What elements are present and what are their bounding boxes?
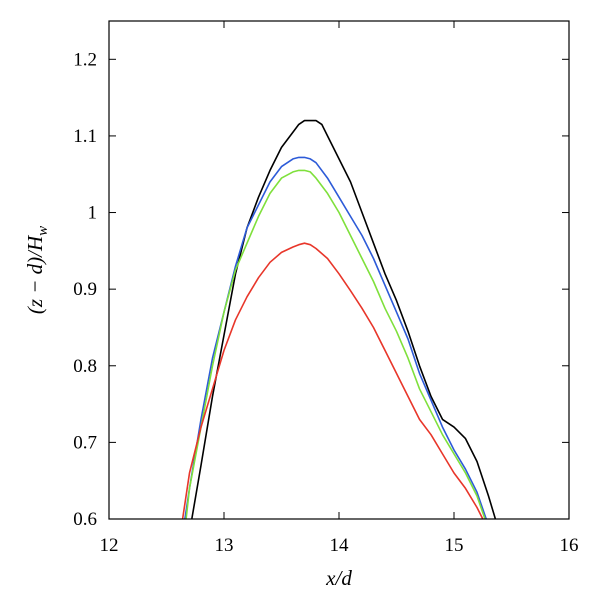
x-axis-label: x/d bbox=[325, 566, 352, 590]
y-tick-label: 0.6 bbox=[73, 509, 97, 530]
y-axis-label: (z − d)/Hw bbox=[23, 226, 51, 314]
series-line-4 bbox=[181, 242, 484, 520]
y-tick-label: 0.8 bbox=[73, 356, 97, 377]
y-axis: 0.6 0.7 0.8 0.9 1 1.1 1.2 bbox=[73, 49, 569, 530]
y-tick-label: 0.7 bbox=[73, 432, 97, 453]
y-tick-label: 1 bbox=[88, 203, 98, 224]
y-tick-label: 1.1 bbox=[73, 126, 97, 147]
x-tick-label: 12 bbox=[100, 535, 119, 556]
series-layer bbox=[181, 119, 497, 520]
series-line-3 bbox=[185, 169, 486, 520]
plot-background bbox=[109, 21, 569, 519]
x-axis: 12 13 14 15 16 bbox=[100, 21, 579, 556]
x-tick-label: 13 bbox=[215, 535, 234, 556]
x-tick-label: 16 bbox=[560, 535, 579, 556]
y-tick-label: 1.2 bbox=[73, 49, 97, 70]
x-tick-label: 15 bbox=[445, 535, 464, 556]
x-tick-label: 14 bbox=[330, 535, 350, 556]
series-line-2 bbox=[184, 156, 487, 520]
y-tick-label: 0.9 bbox=[73, 279, 97, 300]
